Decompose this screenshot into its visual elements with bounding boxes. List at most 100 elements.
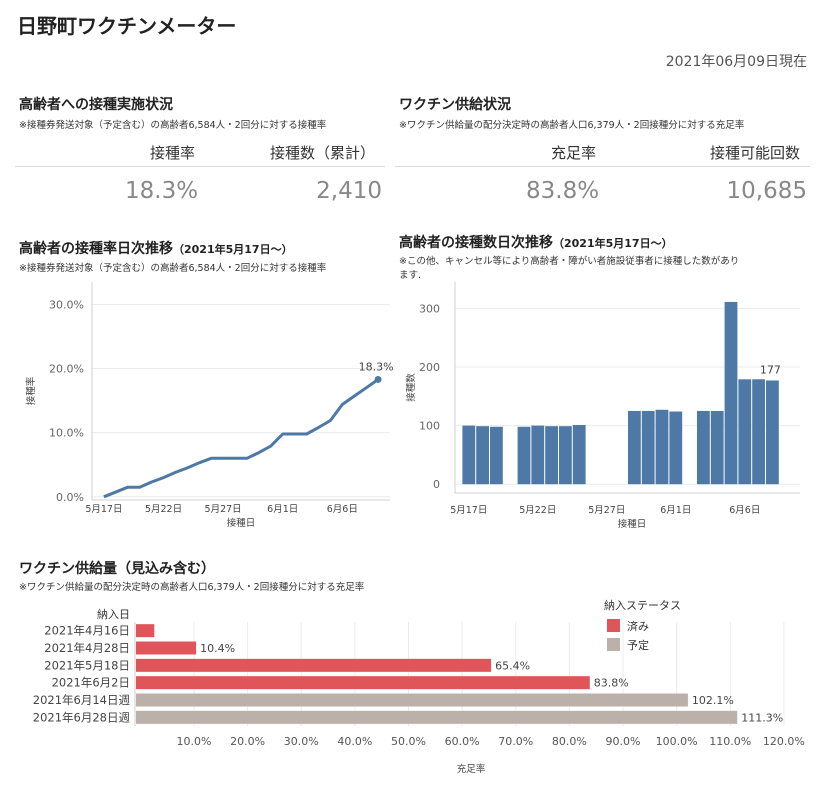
- daily-bar: [572, 425, 586, 485]
- supply-xtick-label: 10.0%: [177, 735, 212, 748]
- daily-bar: [641, 410, 655, 485]
- supply-category-label: 2021年4月28日: [44, 641, 130, 655]
- supply-bar-label: 83.8%: [594, 677, 629, 690]
- bar-x-axis-title: 接種日: [618, 518, 647, 530]
- kpi-right-count-label: 接種可能回数: [710, 144, 801, 162]
- line-x-axis-title: 接種日: [227, 517, 256, 529]
- supply-panel-note: ※ワクチン供給量の配分決定時の高齢者人口6,379人・2回接種分に対する充足率: [19, 582, 365, 593]
- daily-bar: [545, 426, 558, 485]
- supply-xtick-label: 90.0%: [606, 735, 641, 748]
- page-title: 日野町ワクチンメーター: [17, 14, 237, 38]
- line-ytick-label: 30.0%: [49, 298, 84, 311]
- bar-xtick-label: 5月22日: [519, 505, 556, 516]
- supply-bar-label: 102.1%: [692, 694, 734, 707]
- daily-bar: [559, 426, 572, 485]
- line-xtick-label: 6月1日: [267, 504, 298, 515]
- supply-category-label: 2021年4月16日: [44, 624, 130, 638]
- bar-ytick-label: 0: [433, 478, 440, 491]
- supply-xtick-label: 80.0%: [552, 735, 587, 748]
- bar-panel-title-main: 高齢者の接種数日次推移: [399, 235, 553, 251]
- supply-panel-title: ワクチン供給量（見込み含む）: [19, 561, 215, 577]
- kpi-left-divider: [15, 166, 385, 167]
- daily-bar: [766, 380, 779, 485]
- supply-category-label: 2021年6月14日週: [33, 693, 131, 707]
- daily-bar: [738, 379, 752, 485]
- supply-xtick-label: 50.0%: [391, 735, 426, 748]
- kpi-right-note: ※ワクチン供給量の配分決定時の高齢者人口6,379人・2回接種分に対する充足率: [399, 120, 745, 131]
- kpi-left-count-label: 接種数（累計）: [270, 144, 376, 162]
- daily-bar: [724, 301, 738, 485]
- supply-xtick-label: 20.0%: [230, 735, 265, 748]
- line-xtick-label: 5月17日: [85, 504, 122, 515]
- supply-category-label: 2021年5月18日: [44, 658, 130, 672]
- line-end-label: 18.3%: [359, 360, 394, 373]
- daily-bar: [655, 409, 669, 485]
- line-xtick-label: 5月22日: [145, 504, 182, 515]
- legend-label: 済み: [627, 619, 649, 633]
- line-ytick-label: 20.0%: [49, 363, 84, 376]
- daily-bar: [697, 410, 710, 485]
- supply-xtick-label: 100.0%: [656, 735, 698, 748]
- daily-bar: [710, 410, 724, 485]
- line-panel-note: ※接種券発送対象（予定含む）の高齢者6,584人・2回分に対する接種率: [19, 263, 327, 274]
- legend-swatch: [607, 638, 620, 651]
- line-y-axis-title: 接種率: [25, 376, 37, 405]
- supply-category-label: 2021年6月28日週: [33, 710, 131, 724]
- supply-xtick-label: 110.0%: [709, 735, 751, 748]
- kpi-left-title: 高齢者への接種実施状況: [19, 97, 173, 113]
- kpi-left-rate-value: 18.3%: [125, 178, 199, 204]
- bar-y-axis-title: 接種数: [405, 373, 417, 402]
- kpi-right-title: ワクチン供給状況: [399, 97, 511, 113]
- line-chart: 0.0% 10.0% 20.0% 30.0% 5月17日 5月22日 5月27日 6月1日 6月…: [25, 282, 394, 529]
- legend-swatch: [607, 619, 620, 632]
- bar-xtick-label: 6月1日: [660, 505, 691, 516]
- kpi-left-count-value: 2,410: [316, 178, 382, 204]
- line-end-point: [374, 375, 382, 383]
- kpi-right-count-value: 10,685: [726, 178, 807, 204]
- line-ytick-label: 10.0%: [49, 427, 84, 440]
- supply-bar-label: 65.4%: [495, 659, 530, 672]
- daily-bar: [752, 379, 765, 485]
- line-panel-title-main: 高齢者の接種率日次推移: [19, 241, 173, 257]
- daily-bar: [669, 411, 683, 485]
- bar-xtick-label: 5月17日: [450, 505, 487, 516]
- supply-bar: [136, 658, 492, 672]
- bar-end-label: 177: [760, 363, 781, 376]
- daily-bar: [531, 425, 545, 485]
- daily-bar: [476, 426, 489, 485]
- bar-panel-note-line2: ます.: [399, 270, 422, 281]
- line-panel-title-suffix: （2021年5月17日〜）: [173, 243, 293, 256]
- bar-panel-title: 高齢者の接種数日次推移（2021年5月17日〜）: [399, 232, 673, 252]
- daily-bar: [462, 425, 476, 485]
- supply-xtick-label: 40.0%: [337, 735, 372, 748]
- daily-bar: [517, 426, 531, 485]
- daily-bar: [490, 426, 503, 485]
- line-xtick-label: 5月27日: [205, 504, 242, 515]
- supply-category-label: 2021年6月2日: [52, 676, 130, 690]
- bar-xtick-label: 5月27日: [588, 505, 625, 516]
- kpi-right-rate-label: 充足率: [551, 144, 597, 162]
- supply-xtick-label: 70.0%: [498, 735, 533, 748]
- line-ytick-label: 0.0%: [56, 491, 84, 504]
- supply-xtick-label: 120.0%: [763, 735, 805, 748]
- legend-label: 予定: [627, 638, 649, 652]
- bar-panel-title-suffix: （2021年5月17日〜）: [553, 237, 673, 250]
- supply-x-axis-title: 充足率: [457, 763, 486, 775]
- line-series: [103, 378, 379, 499]
- bar-ytick-label: 200: [419, 361, 440, 374]
- kpi-left-note: ※接種券発送対象（予定含む）の高齢者6,584人・2回分に対する接種率: [19, 120, 327, 131]
- line-panel-title: 高齢者の接種率日次推移（2021年5月17日〜）: [19, 238, 293, 258]
- kpi-left-rate-label: 接種率: [150, 144, 196, 162]
- bar-xtick-label: 6月6日: [729, 505, 760, 516]
- supply-bar: [136, 641, 197, 655]
- as-of-date: 2021年06月09日現在: [665, 54, 807, 70]
- kpi-right-divider: [395, 166, 810, 167]
- supply-bar-chart: 10.0% 20.0% 30.0% 40.0% 50.0% 60.0% 70.0% 80.0%…: [33, 608, 805, 775]
- bar-panel-note-line1: ※この他、キャンセル等により高齢者・障がい者施設従事者に接種した数があり: [399, 256, 740, 267]
- supply-bar: [136, 710, 738, 724]
- supply-xtick-label: 30.0%: [284, 735, 319, 748]
- kpi-right-rate-value: 83.8%: [526, 178, 600, 204]
